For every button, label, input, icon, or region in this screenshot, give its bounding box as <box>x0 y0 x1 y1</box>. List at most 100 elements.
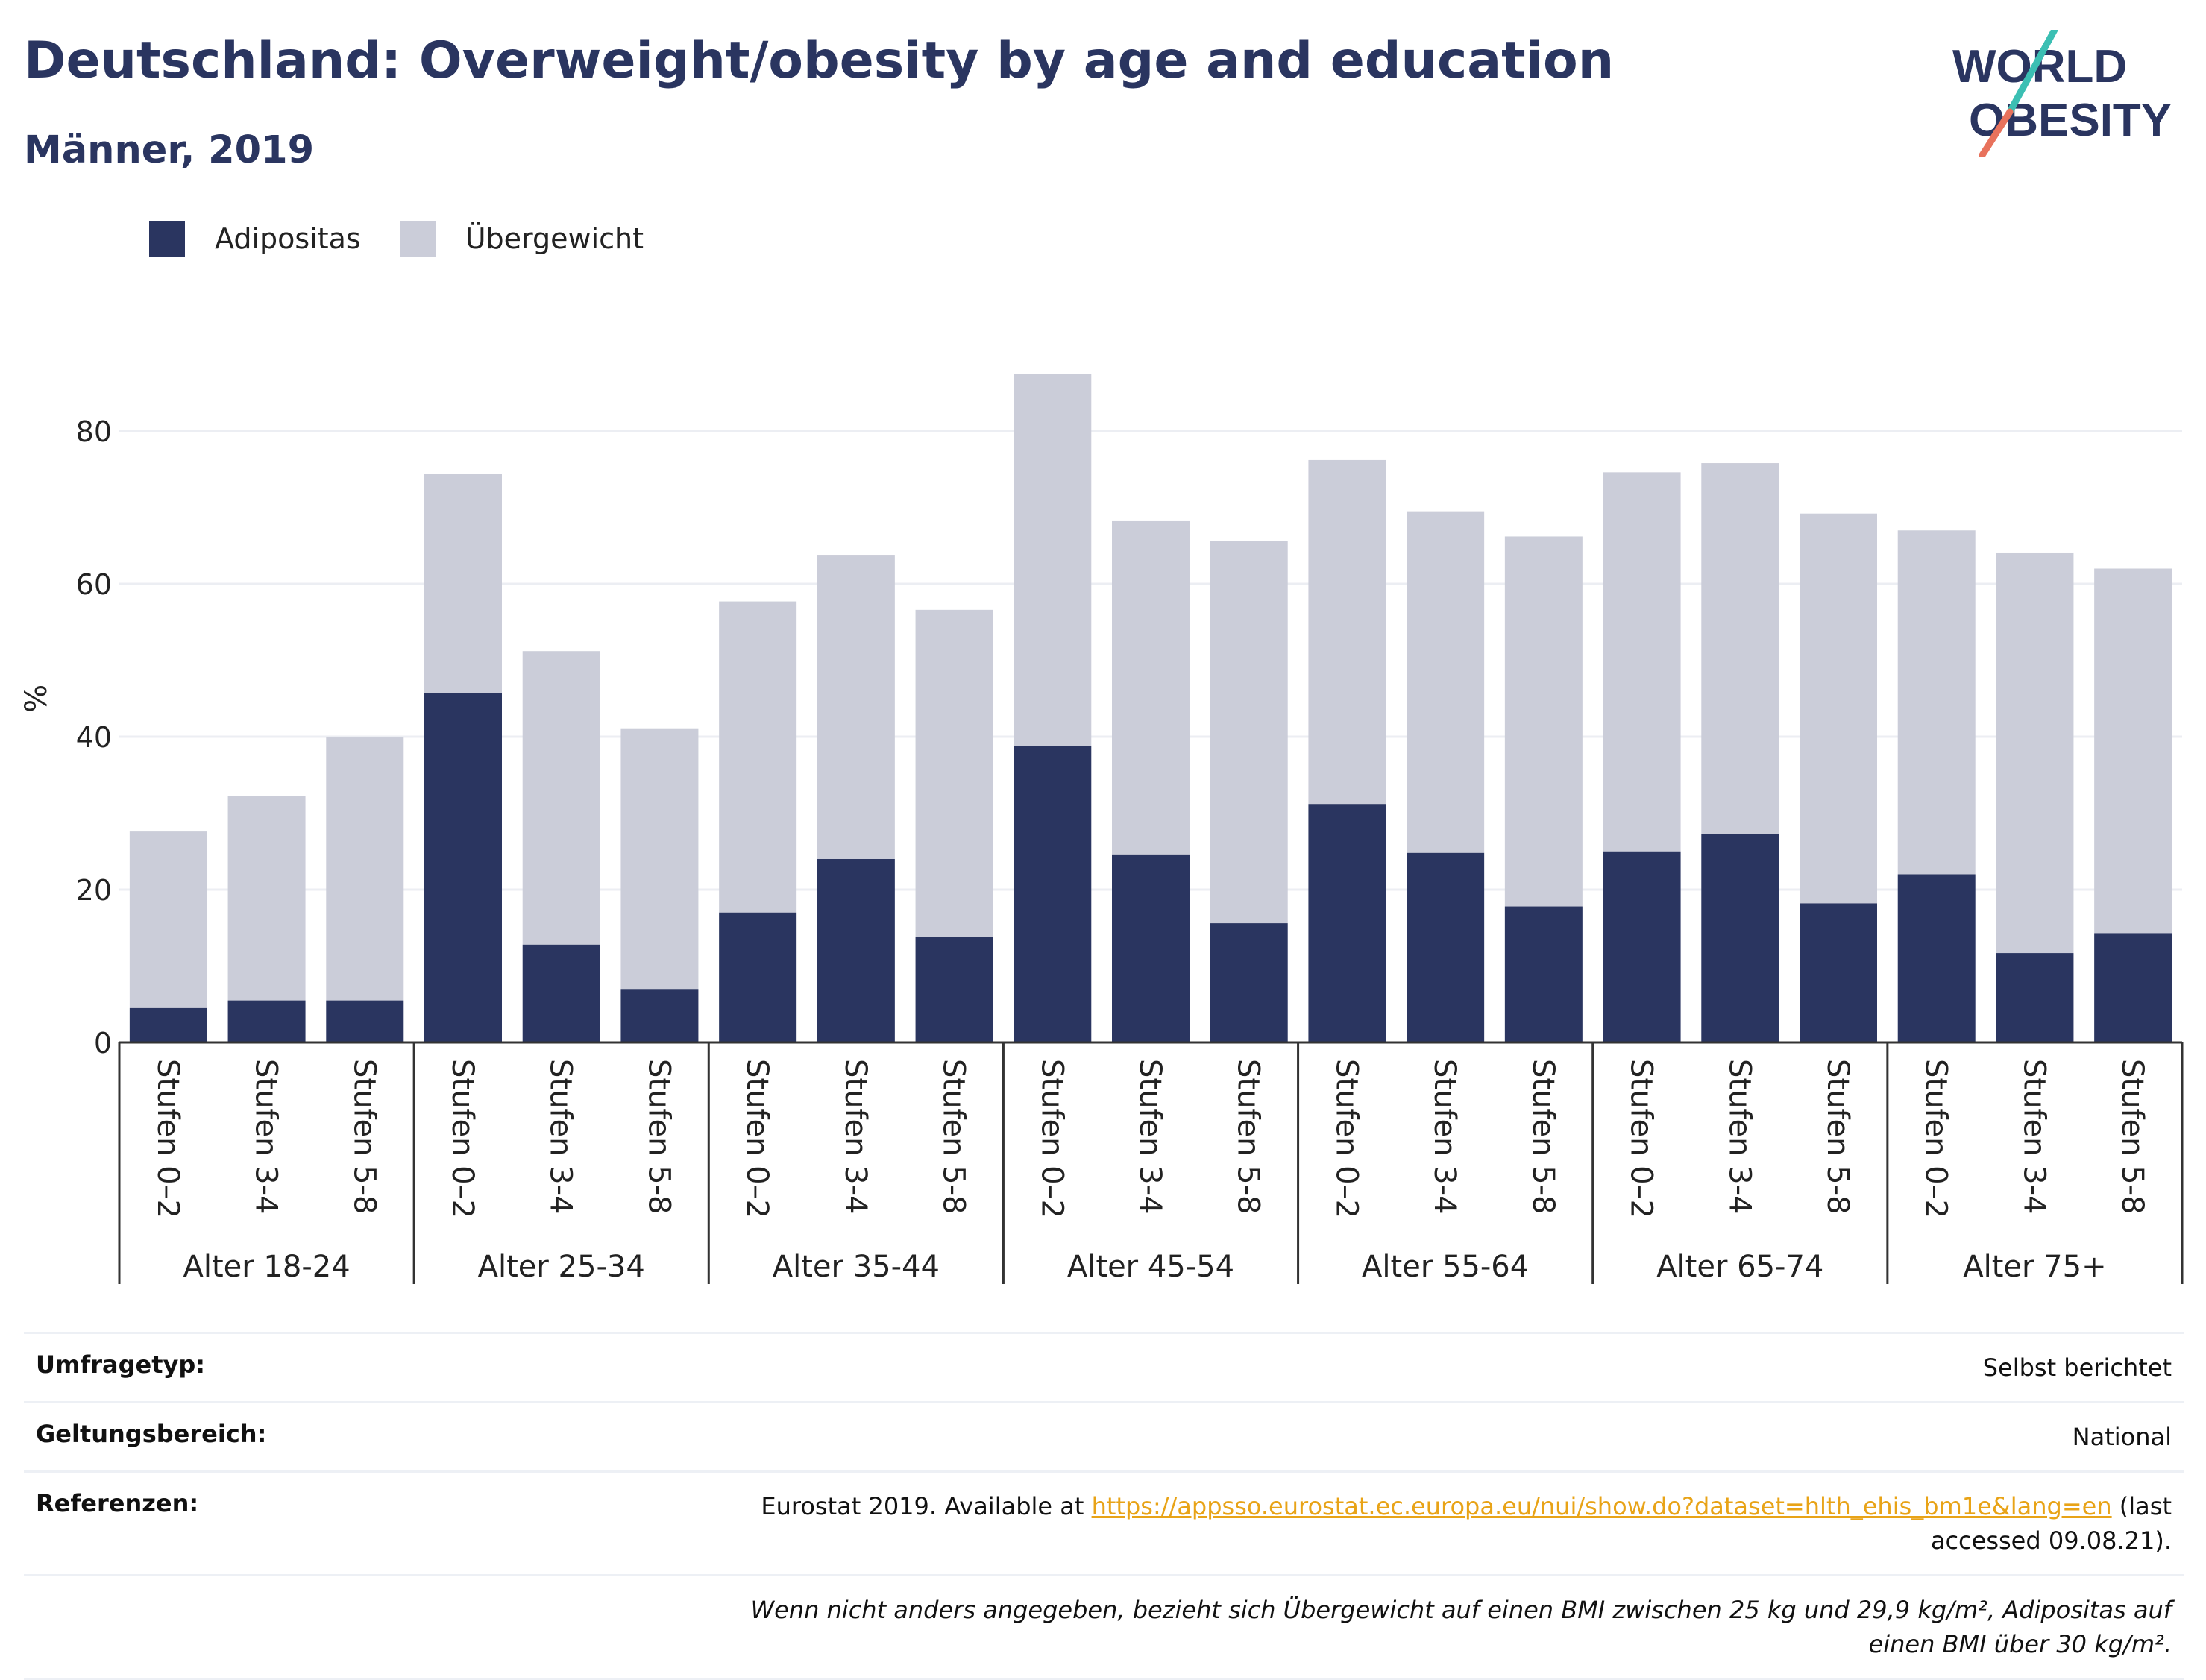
definition-note: Wenn nicht anders angegeben, bezieht sic… <box>750 1596 2172 1658</box>
world-obesity-logo: WORLD OBESITY <box>1952 30 2172 157</box>
bar-adipositas <box>1701 834 1779 1042</box>
bar-uebergewicht <box>1800 513 1877 904</box>
x-category-label: Stufen 3-4 <box>249 1059 283 1215</box>
bar-uebergewicht <box>227 796 306 1001</box>
x-category-label: Stufen 3-4 <box>1427 1059 1462 1215</box>
bar-adipositas <box>326 1000 404 1042</box>
bar-uebergewicht <box>522 651 600 945</box>
meta-value: Eurostat 2019. Available at https://apps… <box>680 1489 2172 1558</box>
bar-adipositas <box>1800 903 1877 1042</box>
meta-key: Geltungsbereich: <box>36 1420 267 1448</box>
y-axis-label: % <box>19 685 54 713</box>
x-category-label: Stufen 5-8 <box>347 1059 381 1215</box>
meta-key: Referenzen: <box>36 1489 199 1517</box>
x-category-label: Stufen 5-8 <box>641 1059 676 1215</box>
bar-adipositas <box>522 944 600 1042</box>
bar-uebergewicht <box>326 737 404 1001</box>
x-category-label: Stufen 5-8 <box>1820 1059 1855 1215</box>
bar-adipositas <box>1603 851 1681 1042</box>
bar-adipositas <box>424 693 502 1042</box>
y-tick-label: 80 <box>76 415 112 448</box>
bar-uebergewicht <box>424 474 502 693</box>
legend-swatch-adipositas <box>149 221 185 257</box>
logo-line-1: WORLD <box>1952 41 2127 92</box>
x-category-label: Stufen 5-8 <box>1526 1059 1560 1215</box>
x-group-label: Alter 35-44 <box>773 1250 940 1284</box>
bar-uebergewicht <box>1603 472 1681 852</box>
page-subtitle: Männer, 2019 <box>24 128 315 172</box>
x-group-label: Alter 25-34 <box>478 1250 645 1284</box>
x-category-label: Stufen 5-8 <box>937 1059 971 1215</box>
bar-uebergewicht <box>2094 568 2172 934</box>
legend-item-adipositas[interactable]: Adipositas <box>149 221 361 257</box>
bar-uebergewicht <box>1996 552 2074 954</box>
logo-line-2: OBESITY <box>1969 95 2172 146</box>
reference-prefix: Eurostat 2019. Available at <box>761 1492 1092 1520</box>
bar-uebergewicht <box>1308 459 1386 805</box>
bar-uebergewicht <box>817 555 895 859</box>
logo-slash-teal <box>2006 30 2058 116</box>
reference-suffix: (last accessed 09.08.21). <box>1930 1492 2172 1555</box>
stacked-bar-chart: 0 20 40 60 80% Stufen 0–2 Stufen 3-4 Stufen 5-8… <box>19 374 2184 1284</box>
x-category-label: Stufen 3-4 <box>838 1059 873 1215</box>
x-group-label: Alter 75+ <box>1963 1250 2106 1284</box>
x-category-label: Stufen 3-4 <box>2017 1059 2051 1215</box>
page-title: Deutschland: Overweight/obesity by age a… <box>24 31 1615 90</box>
bar-uebergewicht <box>719 601 797 913</box>
bar-uebergewicht <box>1112 520 1190 855</box>
bar-adipositas <box>1504 906 1583 1042</box>
legend-label: Adipositas <box>215 222 361 255</box>
x-group-label: Alter 45-54 <box>1067 1250 1234 1284</box>
meta-row-references: Referenzen: Eurostat 2019. Available at … <box>24 1470 2184 1574</box>
bar-uebergewicht <box>1504 536 1583 907</box>
bar-adipositas <box>1014 746 1092 1042</box>
reference-link[interactable]: https://appsso.eurostat.ec.europa.eu/nui… <box>1091 1492 2112 1520</box>
bar-adipositas <box>915 937 993 1042</box>
meta-value: Selbst berichtet <box>1982 1353 2172 1382</box>
bar-uebergewicht <box>620 728 699 990</box>
x-category-label: Stufen 0–2 <box>1919 1059 1953 1218</box>
bar-adipositas <box>1897 874 1976 1042</box>
x-category-label: Stufen 3-4 <box>544 1059 578 1215</box>
meta-row-survey-type: Umfragetyp: Selbst berichtet <box>24 1332 2184 1401</box>
y-tick-label: 60 <box>76 568 112 601</box>
x-category-label: Stufen 3-4 <box>1133 1059 1167 1215</box>
x-category-label: Stufen 0–2 <box>740 1059 774 1218</box>
x-category-label: Stufen 0–2 <box>1034 1059 1069 1218</box>
legend-label: Übergewicht <box>465 222 644 255</box>
bar-adipositas <box>620 989 699 1042</box>
bar-uebergewicht <box>915 609 993 937</box>
bar-uebergewicht <box>1210 541 1288 924</box>
meta-row-note: Wenn nicht anders angegeben, bezieht sic… <box>24 1574 2184 1680</box>
bar-uebergewicht <box>1897 530 1976 875</box>
bar-uebergewicht <box>1014 374 1092 746</box>
bar-adipositas <box>1308 804 1386 1042</box>
meta-row-scope: Geltungsbereich: National <box>24 1401 2184 1470</box>
chart-legend: Adipositas Übergewicht <box>149 218 682 259</box>
bar-adipositas <box>129 1007 207 1042</box>
x-category-label: Stufen 0–2 <box>1624 1059 1659 1218</box>
x-category-label: Stufen 0–2 <box>445 1059 480 1218</box>
bar-adipositas <box>1996 953 2074 1042</box>
legend-swatch-uebergewicht <box>399 221 436 257</box>
meta-key: Umfragetyp: <box>36 1350 206 1379</box>
meta-value: National <box>2072 1423 2172 1451</box>
bar-adipositas <box>227 1000 306 1042</box>
x-category-label: Stufen 5-8 <box>2115 1059 2149 1215</box>
x-category-label: Stufen 5-8 <box>1231 1059 1266 1215</box>
logo-slash-coral <box>1979 108 2014 157</box>
bar-adipositas <box>719 912 797 1042</box>
bar-adipositas <box>1407 852 1485 1042</box>
bar-adipositas <box>1112 854 1190 1042</box>
x-category-label: Stufen 3-4 <box>1722 1059 1756 1215</box>
x-group-label: Alter 18-24 <box>183 1250 350 1284</box>
meta-table: Umfragetyp: Selbst berichtet Geltungsber… <box>24 1332 2184 1680</box>
bar-adipositas <box>817 859 895 1042</box>
legend-item-uebergewicht[interactable]: Übergewicht <box>399 221 644 257</box>
bar-uebergewicht <box>1407 511 1485 853</box>
bar-adipositas <box>1210 923 1288 1042</box>
x-group-label: Alter 65-74 <box>1656 1250 1823 1284</box>
x-category-label: Stufen 0–2 <box>1329 1059 1363 1218</box>
x-group-label: Alter 55-64 <box>1362 1250 1529 1284</box>
y-tick-label: 20 <box>76 874 112 907</box>
